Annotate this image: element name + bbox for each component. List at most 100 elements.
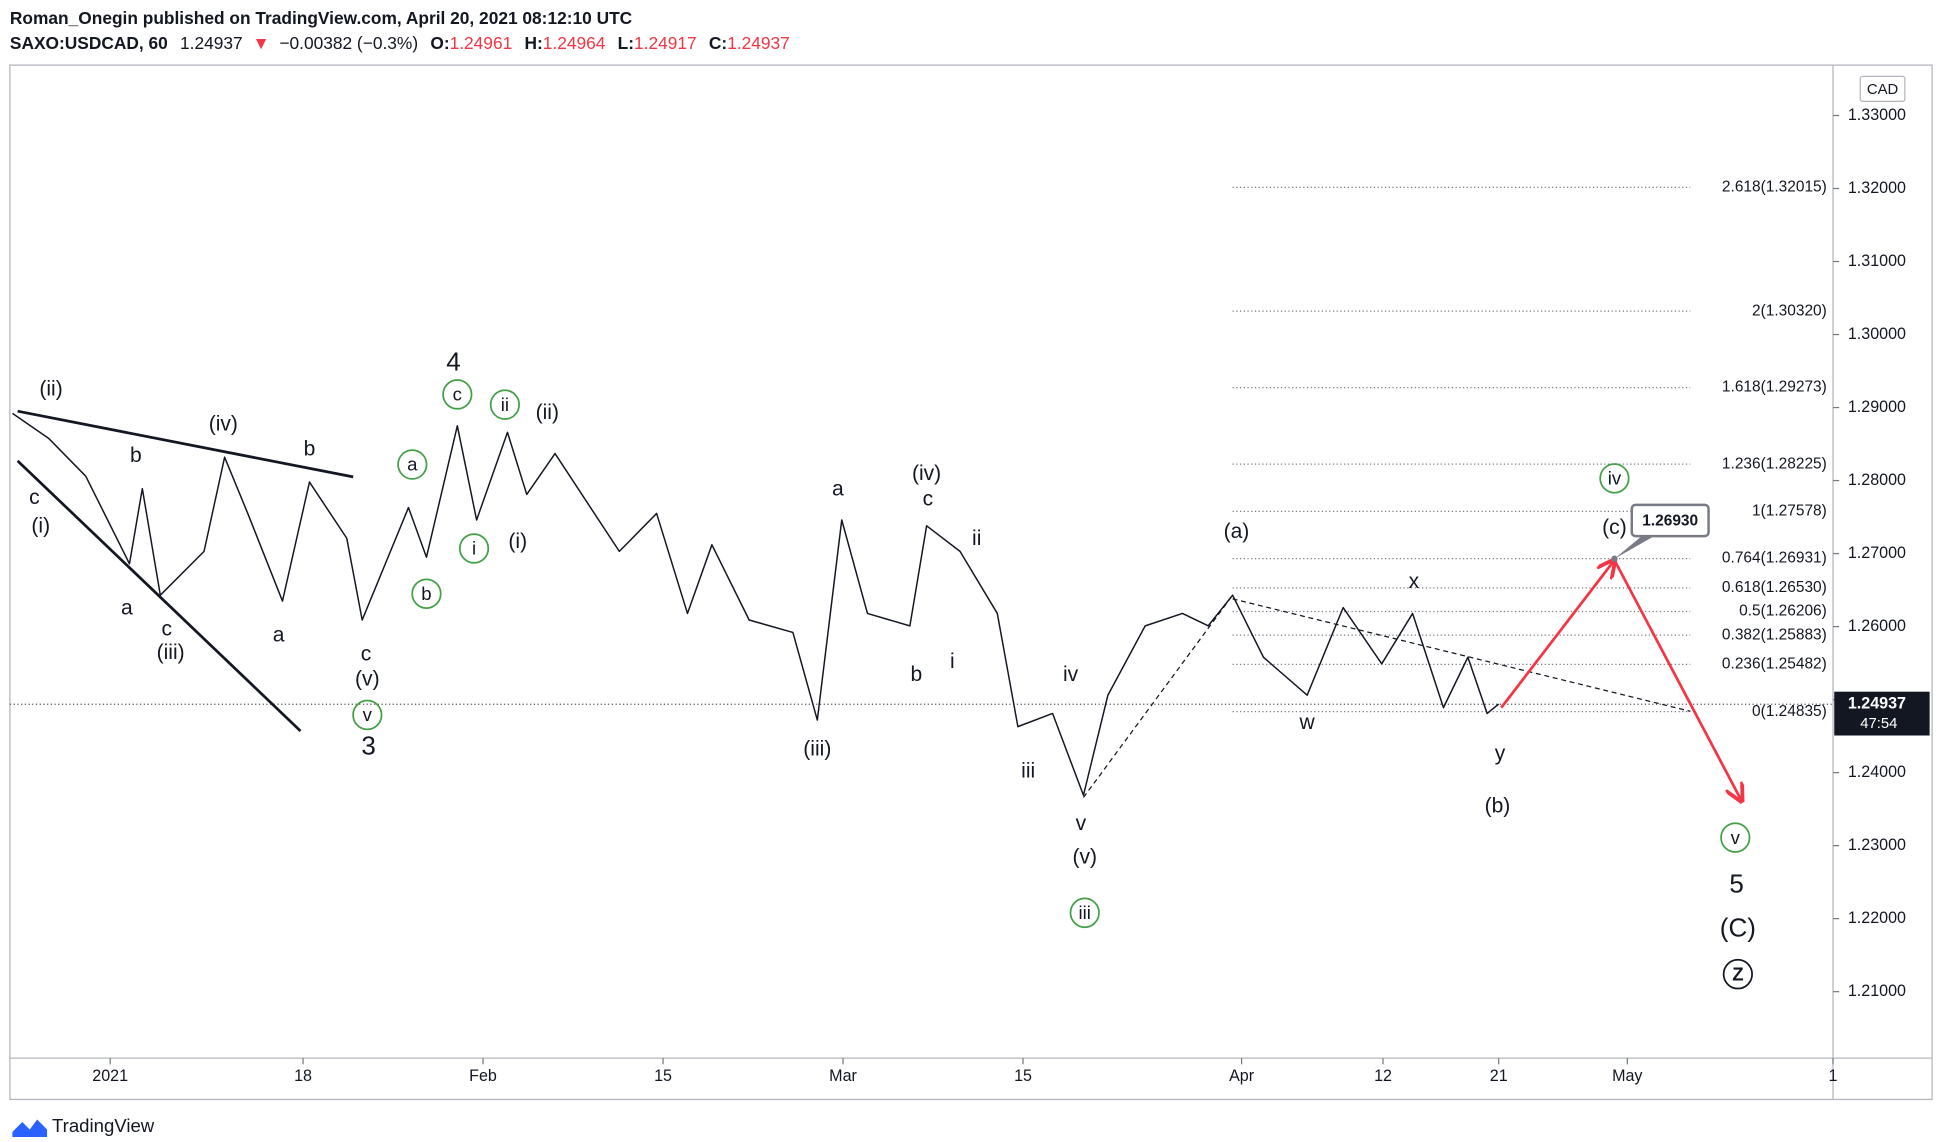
wave-label: (v)	[355, 667, 380, 690]
wave-label: iii	[1079, 902, 1091, 923]
price-line	[12, 412, 1500, 797]
projection-arrow	[1613, 559, 1741, 801]
wave-label: c	[29, 486, 40, 509]
y-tick-label: 1.28000	[1848, 471, 1906, 489]
wave-label: (ii)	[39, 377, 62, 400]
y-tick-label: 1.30000	[1848, 325, 1906, 343]
x-tick-label: 21	[1490, 1067, 1508, 1085]
logo-icon	[12, 1119, 48, 1137]
y-tick-label: 1.26000	[1848, 617, 1906, 635]
x-tick-label: 1	[1829, 1067, 1838, 1085]
wave-label: v	[363, 704, 373, 725]
trend-line	[1082, 594, 1234, 798]
wave-label: Z	[1732, 963, 1743, 984]
fib-label: 1(1.27578)	[1752, 502, 1827, 519]
ohlc-value: 1.24937	[727, 32, 790, 52]
projection-arrow	[1500, 560, 1614, 709]
fib-label: 0.5(1.26206)	[1739, 603, 1827, 620]
wave-label: ii	[972, 527, 981, 550]
fib-label: 0.618(1.26530)	[1722, 579, 1827, 596]
currency-label: CAD	[1867, 81, 1899, 98]
y-tick-label: 1.33000	[1848, 106, 1906, 124]
ohlc-key: O:	[430, 32, 449, 52]
wave-circle	[458, 533, 490, 564]
callout-box	[1630, 503, 1710, 538]
wave-circle	[352, 699, 383, 731]
wave-label: (i)	[31, 515, 50, 538]
wave-label: (ii)	[536, 401, 559, 424]
wave-circle	[1599, 463, 1630, 494]
countdown-label: 47:54	[1860, 715, 1897, 732]
x-tick-label: 15	[654, 1067, 672, 1085]
wave-label: ii	[501, 394, 509, 415]
wave-label: c	[361, 642, 372, 665]
wave-circle	[411, 578, 442, 610]
fib-label: 0(1.24835)	[1752, 703, 1827, 720]
wave-circle	[397, 449, 428, 480]
change: −0.00382 (−0.3%)	[279, 32, 418, 52]
x-tick-label: 12	[1374, 1067, 1392, 1085]
wave-label: a	[832, 477, 844, 500]
currency-badge[interactable]	[1859, 75, 1906, 103]
y-tick-label: 1.24000	[1848, 763, 1906, 781]
fib-label: 0.236(1.25482)	[1722, 655, 1827, 672]
y-tick-label: 1.27000	[1848, 544, 1906, 562]
y-tick-label: 1.22000	[1848, 909, 1906, 927]
wave-circle	[1722, 958, 1753, 990]
symbol-line: SAXO:USDCAD, 60 1.24937 ▼ −0.00382 (−0.3…	[10, 32, 790, 52]
wave-label: a	[273, 623, 285, 646]
wave-circle	[1069, 897, 1100, 929]
wave-circle	[489, 389, 521, 420]
wave-circle	[1720, 822, 1751, 853]
author-line: Roman_Onegin published on TradingView.co…	[10, 7, 633, 27]
wave-label: b	[130, 444, 142, 467]
publish-info: Roman_Onegin published on TradingView.co…	[10, 7, 633, 27]
wave-label: y	[1495, 742, 1506, 765]
ohlc-value: 1.24917	[634, 32, 697, 52]
wave-label: (v)	[1072, 845, 1097, 868]
last-value: 1.24937	[180, 32, 243, 52]
trend-line	[16, 459, 302, 733]
x-tick-label: Apr	[1229, 1067, 1255, 1085]
chart-frame	[9, 64, 1933, 1101]
trend-line	[17, 409, 354, 479]
ohlc-value: 1.24961	[450, 32, 513, 52]
x-tick-label: 18	[294, 1067, 312, 1085]
y-tick-label: 1.29000	[1848, 398, 1906, 416]
wave-label: (b)	[1485, 794, 1511, 817]
wave-label: c	[162, 618, 173, 641]
tv-logo: TradingView	[12, 1115, 155, 1137]
x-tick-label: May	[1612, 1067, 1643, 1085]
x-tick-label: 15	[1014, 1067, 1032, 1085]
wave-label: b	[910, 663, 922, 686]
wave-label: iv	[1608, 467, 1622, 488]
wave-label: i	[472, 538, 476, 559]
wave-label: (iv)	[912, 462, 941, 485]
wave-label: iii	[1021, 759, 1035, 782]
wave-label: v	[1076, 812, 1087, 835]
ohlc-value: 1.24964	[543, 32, 606, 52]
trend-line	[1232, 598, 1691, 712]
wave-label: (iv)	[209, 412, 238, 435]
last-price-badge	[1834, 691, 1930, 736]
wave-label: iv	[1063, 663, 1079, 686]
callout-pointer	[1614, 536, 1655, 559]
wave-label: a	[121, 596, 133, 619]
wave-label: (C)	[1720, 912, 1756, 942]
wave-circle	[442, 379, 473, 410]
y-tick-label: 1.32000	[1848, 179, 1906, 197]
wave-label: (a)	[1224, 520, 1250, 543]
wave-label: x	[1409, 570, 1420, 593]
fib-label: 0.382(1.25883)	[1722, 626, 1827, 643]
callout-label: 1.26930	[1642, 512, 1698, 529]
fib-label: 1.236(1.28225)	[1722, 455, 1827, 472]
y-tick-label: 1.31000	[1848, 252, 1906, 270]
wave-label: 4	[446, 346, 460, 376]
footer-brand: TradingView	[52, 1115, 155, 1136]
wave-label: v	[1731, 827, 1741, 848]
symbol: SAXO:USDCAD, 60	[10, 32, 168, 52]
y-tick-label: 1.23000	[1848, 836, 1906, 854]
fib-label: 2.618(1.32015)	[1722, 178, 1827, 195]
wave-label: a	[407, 454, 418, 475]
